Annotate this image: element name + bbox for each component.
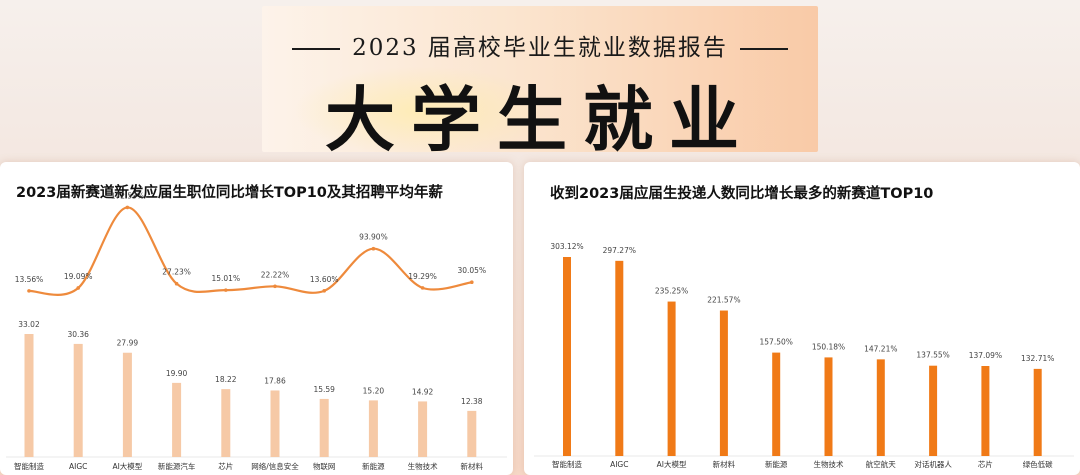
- report-banner: 2023 届高校毕业生就业数据报告 大学生就业: [262, 6, 818, 161]
- x-tick-label-8: 生物技术: [408, 461, 438, 471]
- growth-label-4: 15.01%: [211, 274, 240, 283]
- application-bar-label-9: 132.71%: [1021, 354, 1054, 363]
- growth-point-6: [322, 289, 327, 293]
- application-bar-label-6: 147.21%: [864, 344, 897, 353]
- application-bar-label-3: 221.57%: [707, 296, 740, 305]
- growth-point-4: [224, 288, 228, 292]
- salary-bar-label-0: 33.02: [18, 320, 40, 329]
- salary-bar-label-8: 14.92: [412, 387, 434, 396]
- salary-bar-label-5: 17.86: [264, 376, 286, 385]
- x-tick-label-8: 芯片: [978, 459, 993, 469]
- application-bar-9: [1033, 368, 1042, 456]
- salary-bar-8: [418, 401, 428, 457]
- salary-bar-label-2: 27.99: [117, 339, 139, 348]
- application-bar-label-2: 235.25%: [655, 287, 688, 296]
- application-bar-label-0: 303.12%: [550, 242, 583, 251]
- growth-point-8: [420, 286, 425, 290]
- x-tick-label-6: 航空航天: [866, 459, 896, 469]
- x-tick-label-5: 生物技术: [814, 459, 844, 469]
- growth-point-9: [470, 280, 474, 285]
- salary-bar-label-9: 12.38: [461, 397, 483, 406]
- right-dash-decoration: [739, 48, 788, 50]
- banner-title: 大学生就业: [325, 78, 755, 161]
- growth-label-7: 93.90%: [359, 233, 388, 242]
- application-bar-label-8: 137.09%: [969, 351, 1002, 360]
- x-tick-label-0: 智能制造: [552, 459, 582, 469]
- application-bar-8: [981, 365, 990, 456]
- growth-label-8: 19.29%: [408, 272, 437, 281]
- application-growth-chart: 303.12% 智能制造 297.27% AIGC 235.25% AI大模型 221.57…: [534, 242, 1074, 469]
- salary-bar-label-4: 18.22: [215, 375, 237, 384]
- growth-line: [28, 206, 472, 296]
- growth-label-6: 13.60%: [310, 275, 339, 284]
- application-bar-label-5: 150.18%: [812, 342, 845, 351]
- application-bar-label-1: 297.27%: [603, 246, 636, 255]
- salary-bar-2: [122, 352, 132, 457]
- x-tick-label-7: 新能源: [362, 461, 385, 471]
- application-bar-5: [824, 357, 833, 456]
- x-tick-label-6: 物联网: [313, 461, 336, 471]
- salary-bar-4: [221, 389, 231, 457]
- salary-bar-3: [172, 382, 182, 457]
- growth-point-7: [371, 246, 376, 251]
- banner-glow: [292, 66, 552, 156]
- x-tick-label-2: AI大模型: [657, 459, 687, 469]
- salary-bar-7: [368, 400, 378, 457]
- salary-bar-9: [467, 410, 477, 457]
- growth-point-0: [27, 289, 31, 293]
- growth-point-5: [273, 284, 277, 289]
- application-bar-1: [615, 260, 624, 456]
- application-bar-4: [772, 352, 781, 456]
- salary-bar-label-7: 15.20: [363, 386, 385, 395]
- application-bar-7: [929, 365, 938, 456]
- x-tick-label-4: 芯片: [218, 461, 233, 471]
- application-bar-label-4: 157.50%: [760, 338, 793, 347]
- growth-label-2: 172.53%: [111, 191, 144, 200]
- x-tick-label-4: 新能源: [765, 459, 788, 469]
- x-tick-label-3: 新材料: [713, 459, 736, 469]
- left-dash-decoration: [292, 48, 341, 50]
- growth-point-1: [76, 286, 80, 290]
- job-growth-chart-panel: 2023届新赛道新发应届生职位同比增长TOP10及其招聘平均年薪 33.02 智能…: [0, 162, 513, 475]
- x-tick-label-7: 对话机器人: [914, 459, 952, 469]
- growth-point-3: [174, 281, 179, 286]
- growth-label-3: 27.23%: [162, 268, 191, 277]
- banner-subtitle: 2023 届高校毕业生就业数据报告: [352, 35, 728, 61]
- application-bar-3: [719, 310, 728, 456]
- growth-label-9: 30.05%: [457, 266, 486, 275]
- application-bar-6: [876, 359, 885, 456]
- x-tick-label-1: AIGC: [610, 460, 628, 469]
- application-growth-chart-title: 收到2023届应届生投递人数同比增长最多的新赛道TOP10: [550, 186, 934, 202]
- growth-label-5: 22.22%: [261, 270, 290, 279]
- salary-bar-label-6: 15.59: [313, 385, 335, 394]
- application-bar-2: [667, 301, 676, 456]
- salary-bar-5: [270, 390, 280, 457]
- x-tick-label-5: 网络/信息安全: [251, 461, 299, 471]
- growth-point-2: [125, 205, 130, 210]
- banner-subtitle-row: 2023 届高校毕业生就业数据报告: [262, 28, 818, 62]
- growth-label-0: 13.56%: [15, 275, 44, 284]
- application-growth-chart-panel: 收到2023届应届生投递人数同比增长最多的新赛道TOP10 303.12% 智能制…: [524, 162, 1080, 475]
- salary-bar-1: [73, 343, 83, 457]
- job-growth-chart: 33.02 智能制造 30.36 AIGC 27.99 AI大模型 19.90 新能源汽车 18…: [6, 191, 507, 471]
- x-tick-label-2: AI大模型: [112, 461, 142, 471]
- x-tick-label-0: 智能制造: [14, 461, 44, 471]
- salary-bar-label-1: 30.36: [67, 330, 89, 339]
- x-tick-label-1: AIGC: [69, 462, 87, 471]
- salary-bar-label-3: 19.90: [166, 369, 188, 378]
- application-bar-label-7: 137.55%: [916, 351, 949, 360]
- application-bar-0: [563, 257, 571, 456]
- x-tick-label-9: 绿色低碳: [1023, 459, 1053, 469]
- salary-bar-0: [24, 334, 34, 457]
- job-growth-chart-title: 2023届新赛道新发应届生职位同比增长TOP10及其招聘平均年薪: [16, 185, 443, 201]
- growth-label-1: 19.09%: [64, 272, 93, 281]
- x-tick-label-9: 新材料: [461, 461, 484, 471]
- salary-bar-6: [319, 398, 329, 457]
- x-tick-label-3: 新能源汽车: [158, 461, 196, 471]
